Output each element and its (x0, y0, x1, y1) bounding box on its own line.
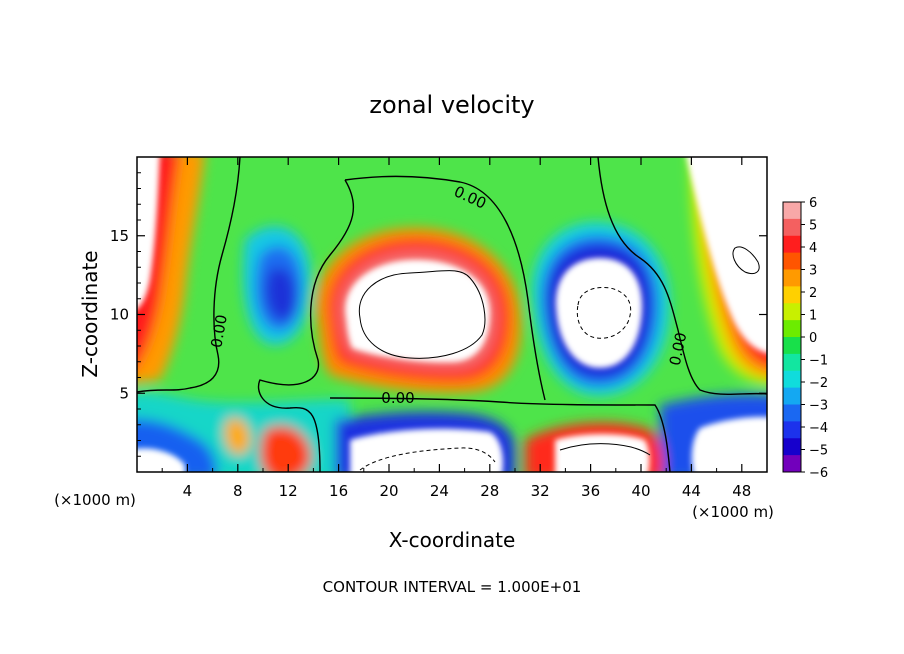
y-tick-label: 10 (110, 306, 129, 324)
colorbar-label: −1 (809, 354, 828, 369)
contour-label: 0.00 (207, 313, 231, 349)
x-tick-label: 20 (379, 482, 398, 500)
contour-neg-ten-right (576, 287, 632, 339)
colorbar-swatch (783, 438, 801, 456)
colorbar-label: 5 (809, 219, 817, 234)
y-axis: 5 10 15 (110, 172, 767, 457)
x-tick-label: 36 (581, 482, 600, 500)
contour-bottom-dashed (359, 447, 496, 471)
sat-bottom-left (137, 448, 185, 472)
y-tick-label: 5 (119, 384, 129, 402)
sat-left-edge (137, 157, 160, 309)
x-tick-label: 24 (430, 482, 449, 500)
x-tick-label: 16 (329, 482, 348, 500)
colorbar-swatch (783, 387, 801, 405)
sat-center-cell (345, 259, 490, 363)
colorbar-swatch (783, 235, 801, 254)
colorbar-label: −6 (809, 466, 828, 481)
colorbar-label: −4 (809, 421, 828, 436)
field-left-darkblue (265, 267, 296, 321)
colorbar-label: −3 (809, 399, 828, 414)
colorbar-label: 6 (809, 196, 817, 211)
colorbar-label: 2 (809, 286, 817, 301)
colorbar-swatch (783, 370, 801, 389)
plot-field (137, 157, 767, 472)
colorbar-label: 1 (809, 309, 817, 324)
x-tick-label: 48 (732, 482, 751, 500)
colorbar-swatch (783, 337, 801, 355)
contour-zero-center (257, 179, 355, 472)
x-tick-label: 40 (631, 482, 650, 500)
contour-small-right (732, 246, 760, 275)
colorbar-swatch (783, 252, 801, 270)
sat-right-edge (686, 157, 767, 354)
contour-zero-left (137, 157, 241, 393)
contour-lines (137, 157, 767, 472)
contour-label: 0.00 (381, 389, 414, 407)
colorbar-label: −5 (809, 444, 828, 459)
x-tick-label: 28 (480, 482, 499, 500)
colorbar-label: 4 (809, 241, 817, 256)
x-tick-label: 4 (183, 482, 193, 500)
x-axis: 4 8 12 16 20 24 28 32 36 40 44 48 (161, 157, 751, 500)
colorbar-label: 3 (809, 264, 817, 279)
colorbar-swatch (783, 269, 801, 287)
sat-bottom-right (555, 434, 650, 472)
x-unit-left: (×1000 m) (54, 491, 136, 509)
colorbar-swatch (783, 320, 801, 338)
chart-title: zonal velocity (369, 91, 534, 119)
x-tick-label: 44 (682, 482, 701, 500)
y-tick-label: 15 (110, 227, 129, 245)
sat-right-cell (555, 258, 643, 368)
field-bottom-orange-left (224, 418, 250, 455)
contour-zero-arch (344, 175, 546, 401)
x-unit-right: (×1000 m) (692, 503, 774, 521)
colorbar-label: −2 (809, 376, 828, 391)
contour-zero-right (597, 157, 767, 396)
contour-bottom-thin (559, 443, 651, 456)
x-axis-title: X-coordinate (389, 528, 516, 552)
contour-ten-center (358, 270, 486, 359)
field-bottom-red-left (260, 426, 311, 472)
colorbar-swatch (783, 421, 801, 439)
x-tick-label: 12 (279, 482, 298, 500)
colorbar-swatch (783, 353, 801, 372)
x-tick-label: 8 (233, 482, 243, 500)
colorbar-swatch (783, 303, 801, 321)
colorbar-swatch (783, 286, 801, 304)
colorbar-swatch (783, 202, 801, 220)
contour-zero-bottom (329, 397, 671, 472)
colorbar: 6 5 4 3 2 1 0 −1 −2 −3 −4 −5 −6 (782, 196, 828, 481)
y-axis-title: Z-coordinate (78, 250, 102, 377)
colorbar-swatch (783, 404, 801, 422)
colorbar-swatch (783, 455, 801, 473)
colorbar-swatch (783, 218, 801, 237)
sat-bottom-far-right (691, 416, 767, 472)
contour-interval-note: CONTOUR INTERVAL = 1.000E+01 (323, 578, 582, 596)
colorbar-label: 0 (809, 331, 817, 346)
x-tick-label: 32 (531, 482, 550, 500)
